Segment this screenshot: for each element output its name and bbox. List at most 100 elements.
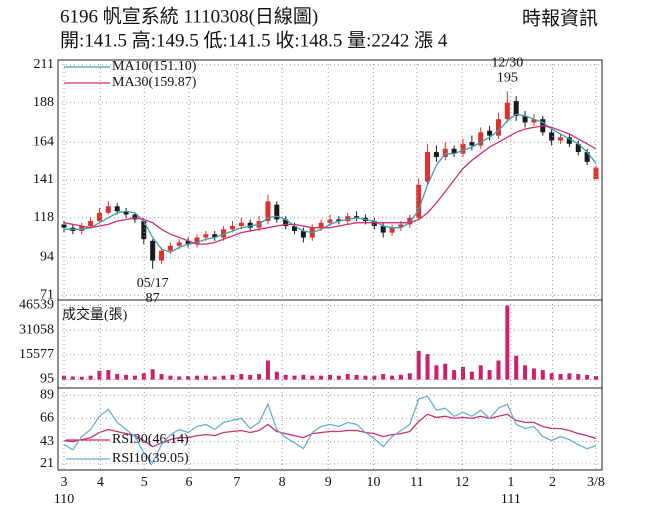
candle-body xyxy=(300,230,306,238)
candle-body xyxy=(221,229,227,238)
volume-bar xyxy=(345,374,350,380)
volume-bar xyxy=(594,376,598,380)
x-tick-label: 11 xyxy=(410,475,423,490)
volume-bar xyxy=(168,375,173,380)
candle-body xyxy=(380,226,386,233)
volume-bar xyxy=(301,374,306,380)
candle-body xyxy=(558,137,564,141)
candle-body xyxy=(114,206,120,212)
candle-body xyxy=(460,143,466,154)
volume-bar xyxy=(540,370,545,380)
series-line xyxy=(64,113,597,254)
legend-label: RSI10(39.05) xyxy=(112,451,189,466)
legend-label: RSI30(46.14) xyxy=(112,432,189,447)
volume-bar xyxy=(514,355,519,380)
volume-bar xyxy=(265,360,270,380)
volume-bar xyxy=(469,371,474,380)
volume-bar xyxy=(310,375,315,380)
candle-body xyxy=(61,224,67,228)
candle-body xyxy=(274,204,280,220)
candle-body xyxy=(513,101,519,116)
candle-body xyxy=(442,148,448,157)
x-tick-label: 3 xyxy=(61,475,68,490)
volume-bar xyxy=(186,376,191,380)
volume-bar xyxy=(115,374,120,380)
volume-bar xyxy=(452,370,457,380)
volume-bar xyxy=(407,373,412,380)
candle-body xyxy=(212,234,218,238)
candle-body xyxy=(504,102,510,120)
volume-bar xyxy=(478,365,483,380)
candle-body xyxy=(531,119,537,123)
volume-bar xyxy=(398,374,403,380)
y-tick-label: 89 xyxy=(40,387,54,402)
volume-bar xyxy=(106,370,111,380)
volume-bar xyxy=(425,354,430,380)
volume-bar xyxy=(487,370,492,380)
candle-body xyxy=(575,143,581,153)
y-tick-label: 164 xyxy=(33,134,54,149)
x-tick-label: 4 xyxy=(97,475,104,490)
candle-body xyxy=(327,219,333,223)
candle-body xyxy=(96,212,102,222)
volume-bar xyxy=(150,369,155,380)
volume-bar xyxy=(248,374,253,380)
volume-bar xyxy=(97,370,102,380)
candle-body xyxy=(549,132,555,141)
candle-body xyxy=(167,245,173,251)
panel-title: 成交量(張) xyxy=(62,306,128,323)
y-tick-label: 15577 xyxy=(19,347,54,362)
x-year-label: 110 xyxy=(54,492,74,507)
volume-bar xyxy=(88,375,93,380)
candle-body xyxy=(425,152,431,182)
volume-bar xyxy=(531,368,536,380)
volume-bar xyxy=(203,375,208,380)
x-tick-label: 5 xyxy=(141,475,148,490)
candle-body xyxy=(487,130,493,136)
y-tick-label: 71 xyxy=(40,287,54,302)
volume-bar xyxy=(177,376,182,380)
volume-bar xyxy=(79,376,84,380)
y-tick-label: 188 xyxy=(33,95,54,110)
x-tick-label: 1 xyxy=(507,475,514,490)
volume-bar xyxy=(212,376,217,380)
y-tick-label: 43 xyxy=(40,434,54,449)
series-line xyxy=(63,395,597,465)
candle-body xyxy=(433,152,439,157)
y-tick-label: 211 xyxy=(34,57,54,72)
volume-bar xyxy=(195,375,199,380)
quote-line: 開:141.5 高:149.5 低:141.5 收:148.5 量:2242 漲… xyxy=(60,29,448,51)
volume-bar xyxy=(230,374,235,380)
candle-body xyxy=(238,222,244,227)
y-tick-label: 118 xyxy=(34,210,54,225)
candle-body xyxy=(389,227,395,233)
y-tick-label: 141 xyxy=(33,172,54,187)
candle-body xyxy=(318,222,324,228)
candle-body xyxy=(345,216,351,222)
candle-body xyxy=(203,234,209,238)
annotation-date: 05/17 xyxy=(137,276,169,291)
series-line xyxy=(63,413,597,448)
volume-bar xyxy=(496,360,501,380)
candle-body xyxy=(79,226,85,231)
candle-body xyxy=(194,237,200,245)
volume-bar xyxy=(416,350,421,380)
series-line xyxy=(63,125,597,245)
candle-body xyxy=(566,137,572,144)
volume-bar xyxy=(434,365,439,380)
volume-bar xyxy=(354,374,359,380)
annotation-date: 12/30 xyxy=(491,55,523,70)
annotation-value: 195 xyxy=(497,70,518,85)
legend-label: MA30(159.87) xyxy=(112,75,197,90)
candle-body xyxy=(292,226,298,231)
candle-body xyxy=(229,226,235,230)
candle-body xyxy=(176,242,182,246)
candle-body xyxy=(478,132,484,146)
volume-bar xyxy=(381,374,386,380)
volume-bar xyxy=(576,374,581,380)
volume-bar xyxy=(336,375,341,380)
candle-body xyxy=(88,221,94,227)
candle-body xyxy=(451,148,457,154)
x-tick-label: 7 xyxy=(233,475,240,490)
candle-body xyxy=(247,222,253,228)
